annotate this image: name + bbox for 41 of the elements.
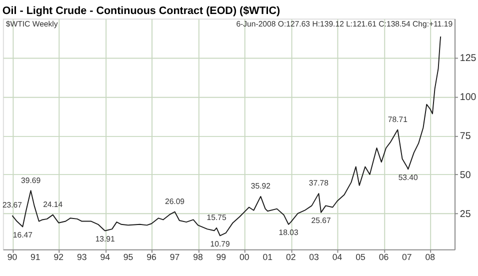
annotation: 18.03 [278,228,298,238]
x-tick-label: 01 [262,252,273,262]
x-tick-label: 99 [216,252,226,262]
annotation: 15.75 [206,213,227,222]
chart-subtitle: $WTIC Weekly [6,19,58,28]
x-tick-label: 06 [378,252,389,262]
x-tick-label: 95 [123,252,134,262]
annotation: 26.09 [164,196,185,206]
x-tick-label: 02 [286,252,296,262]
x-tick-label: 91 [30,252,40,262]
x-tick-label: 98 [193,252,203,262]
annotation: 53.40 [398,172,419,182]
annotation: 10.79 [210,239,230,248]
annotation: 78.71 [388,114,408,124]
annotation: 16.47 [12,230,32,240]
annotation: 24.14 [43,200,64,210]
annotation: 37.78 [308,178,328,188]
x-tick-label: 93 [76,252,87,262]
chart-title: Oil - Light Crude - Continuous Contract (EOD) ($WTIC) [2,4,281,17]
x-tick-label: 04 [332,252,342,262]
x-tick-label: 96 [146,252,157,262]
y-tick-label: 25 [460,208,472,220]
x-tick-label: 07 [402,252,412,262]
y-tick-label: 75 [460,130,472,142]
x-tick-label: 97 [170,252,180,262]
x-tick-label: 08 [425,252,436,262]
x-tick-label: 94 [100,252,110,262]
y-tick-label: 50 [460,170,472,181]
annotation: 35.92 [250,182,270,191]
annotation: 6-Jun-2008 O:127.63 H:139.12 L:121.61 C:138.54 Chg:+11.19 [236,19,453,28]
x-tick-label: 92 [54,252,64,262]
annotation: 23.67 [2,200,22,210]
x-tick-label: 03 [309,252,320,262]
x-tick-label: 00 [240,252,250,262]
y-tick-label: 125 [460,53,477,64]
annotation: 13.91 [95,234,115,244]
y-tick-label: 100 [460,92,477,103]
annotation: 25.67 [311,216,331,226]
x-tick-label: 05 [356,252,366,262]
annotation: 39.69 [21,176,41,185]
x-tick-label: 90 [7,252,18,262]
